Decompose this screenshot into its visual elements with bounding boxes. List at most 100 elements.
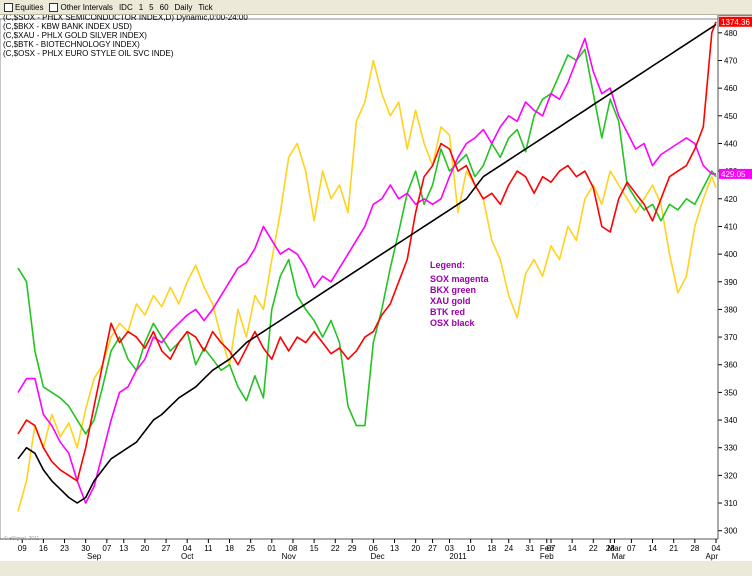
x-tick-label: 21 [669,544,678,553]
x-tick-label: 03 [445,544,454,553]
legend-item: XAU gold [430,296,471,306]
x-tick-label: 29 [348,544,357,553]
series-header-line: (C,$OSX - PHLX EURO STYLE OIL SVC INDE) [3,49,174,58]
folder-icon [49,2,59,12]
x-tick-label: 10 [466,544,475,553]
price-tag [719,16,752,27]
folder-icon [4,2,13,12]
interval-60-button[interactable]: 60 [159,2,169,12]
price-tag [719,168,752,179]
watermark: © eSignal, 2011 [4,535,40,542]
x-tick-label: 28 [690,544,699,553]
series-line-gold [17,59,717,512]
x-month-label: 2011 [449,552,467,561]
x-tick-label: 16 [39,544,48,553]
x-month-label: Apr [706,552,719,561]
legend-item: SOX magenta [430,274,490,284]
x-tick-label: 22 [331,544,340,553]
footer-text: Published by eSignal - www.esignal.com [586,560,748,561]
x-tick-label: Feb [540,544,554,553]
price-tag-label: 397.06 [721,15,746,16]
x-tick-label: 06 [369,544,378,553]
y-axis-panel [718,15,752,561]
x-tick-label: 31 [525,544,534,553]
x-tick-label: 18 [225,544,234,553]
x-tick-label: 07 [102,544,111,553]
y-tick-label: 440 [724,139,738,148]
x-tick-label: 30 [81,544,90,553]
y-tick-label: 460 [724,84,738,93]
x-tick-label: 28 [606,544,615,553]
footer-bar [0,561,752,576]
price-tag [719,15,752,16]
y-tick-label: 400 [724,250,738,259]
idc-button[interactable]: IDC [118,2,133,12]
x-tick-label: 18 [487,544,496,553]
x-tick-label: 14 [568,544,577,553]
price-tag-label: 429.05 [721,170,746,179]
toolbar: Equities Other Intervals IDC 1 5 60 Dail… [0,0,752,15]
x-tick-label: 14 [648,544,657,553]
x-month-label: Dec [370,552,384,561]
plot-area [0,18,719,540]
y-tick-label: 350 [724,388,738,397]
daily-button[interactable]: Daily [174,2,193,12]
x-tick-label: 20 [411,544,420,553]
x-tick-label: 11 [204,544,213,553]
y-tick-label: 340 [724,416,738,425]
series-header-line: (C,$XAU - PHLX GOLD SILVER INDEX) [3,31,147,40]
other-intervals-button[interactable]: Other Intervals [49,2,113,12]
x-month-label: Nov [282,552,296,561]
price-tag-label: 1374.36 [721,18,750,27]
chart[interactable]: 3003103203303403503603703803904004104204… [0,15,752,561]
x-tick-label: 13 [119,544,128,553]
series-header-line: (C,$BTK - BIOTECHNOLOGY INDEX) [3,40,140,49]
legend-item: OSX black [430,318,476,328]
x-tick-label: 24 [504,544,513,553]
series-line-black [17,23,717,504]
x-month-label: Sep [87,552,102,561]
y-tick-label: 410 [724,222,738,231]
x-month-label: Feb [540,552,554,561]
x-tick-label: 07 [627,544,636,553]
x-tick-label: 04 [183,544,192,553]
series-line-red [17,21,717,482]
legend-item: BKX green [430,285,476,295]
x-tick-label: 15 [310,544,319,553]
y-tick-label: 480 [724,29,738,38]
x-tick-label: 22 [589,544,598,553]
x-month-label: Oct [181,552,194,561]
x-tick-label: 23 [60,544,69,553]
y-tick-label: 310 [724,499,738,508]
y-tick-label: 360 [724,361,738,370]
x-tick-label: 01 [267,544,276,553]
y-tick-label: 370 [724,333,738,342]
equities-button[interactable]: Equities [4,2,43,12]
series-header-line: (C,$SOX - PHLX SEMICONDUCTOR INDEX,D) Dy… [3,15,248,22]
y-tick-label: 390 [724,278,738,287]
x-tick-label: 08 [289,544,298,553]
interval-1-button[interactable]: 1 [138,2,144,12]
y-tick-label: 470 [724,56,738,65]
x-tick-label: 09 [18,544,27,553]
y-tick-label: 330 [724,444,738,453]
y-tick-label: 420 [724,195,738,204]
tick-button[interactable]: Tick [198,2,213,12]
x-tick-label: 25 [246,544,255,553]
series-header-line: (C,$BKX - KBW BANK INDEX USD) [3,22,132,31]
legend-item: BTK red [430,307,465,317]
x-tick-label: 04 [712,544,721,553]
y-tick-label: 450 [724,112,738,121]
x-tick-label: 27 [162,544,171,553]
y-tick-label: 320 [724,471,738,480]
series-line-magenta [17,37,716,504]
x-tick-label: 13 [390,544,399,553]
y-tick-label: 300 [724,527,738,536]
series-line-green [17,48,717,435]
legend-title: Legend: [430,260,465,270]
x-tick-label: 27 [428,544,437,553]
interval-5-button[interactable]: 5 [149,2,154,12]
x-tick-label: 07 [547,544,556,553]
x-tick-label: 20 [140,544,149,553]
y-tick-label: 380 [724,305,738,314]
